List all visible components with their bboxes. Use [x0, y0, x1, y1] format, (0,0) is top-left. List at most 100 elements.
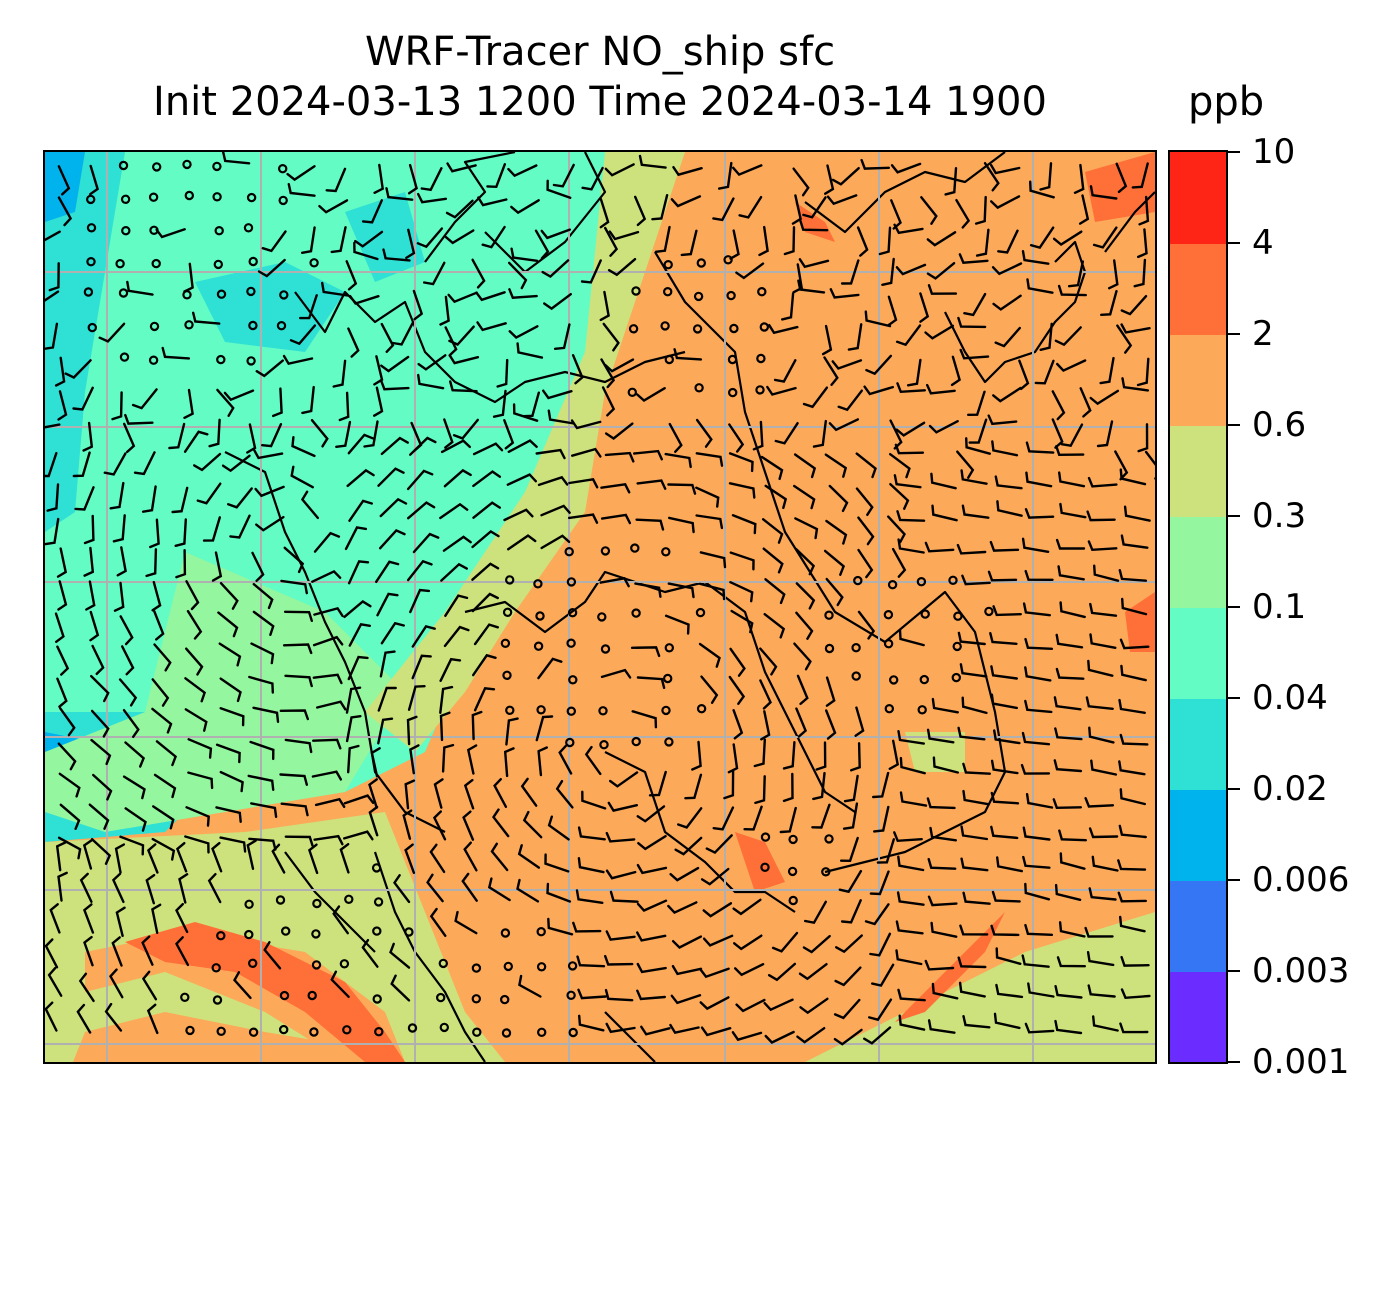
wind-barb: [439, 657, 462, 682]
wind-barb: [824, 164, 835, 195]
wind-barb: [1119, 638, 1150, 650]
wind-barb: [335, 420, 352, 448]
wind-barb: [153, 643, 172, 672]
wind-barb: [1051, 390, 1066, 421]
wind-barb: [133, 451, 156, 476]
wind-barb: [123, 422, 136, 454]
wind-barb: [571, 354, 584, 385]
wind-barb: [669, 866, 700, 882]
field-region-low-mid: [45, 552, 405, 832]
wind-barb: [506, 473, 537, 486]
wind-barb: [899, 756, 926, 775]
wind-barb: [1067, 260, 1084, 288]
wind-barb: [272, 387, 283, 418]
wind-barb: [834, 966, 862, 987]
wind-barb: [115, 906, 126, 937]
calm-circle: [311, 960, 322, 970]
wind-barb: [926, 797, 956, 810]
coastline-west-peninsula: [224, 451, 446, 833]
wind-barb: [1131, 162, 1149, 189]
wind-barb: [729, 551, 755, 571]
wind-barb: [186, 610, 203, 640]
wind-barb: [760, 455, 784, 481]
colorbar-tick-label: 0.003: [1252, 951, 1350, 991]
wind-barb: [216, 388, 235, 417]
wind-barb: [83, 935, 94, 967]
calm-circle: [436, 992, 446, 1003]
calm-circle: [787, 866, 798, 877]
wind-barb: [1024, 637, 1054, 650]
wind-barb: [763, 613, 786, 639]
wind-barb: [869, 870, 890, 896]
calm-circle: [693, 291, 704, 302]
wind-barb: [45, 452, 58, 478]
wind-barb: [471, 710, 483, 741]
colorbar-tick-mark: [1226, 151, 1240, 153]
wind-barb: [219, 770, 244, 793]
wind-barb: [346, 468, 375, 488]
wind-barb: [546, 179, 572, 199]
wind-barb: [928, 420, 959, 434]
wind-barb: [1054, 985, 1083, 999]
wind-barb: [1021, 537, 1050, 553]
wind-barb: [447, 291, 478, 304]
calm-circle: [883, 639, 894, 649]
wind-barb: [1024, 699, 1053, 714]
wind-barb: [990, 791, 1020, 805]
colorbar-bin-3: [1170, 698, 1226, 790]
wind-barb: [638, 154, 667, 169]
wind-barb: [927, 1019, 956, 1034]
wind-barb: [670, 195, 702, 208]
calm-circle: [663, 259, 673, 270]
wind-barb: [141, 485, 157, 513]
wind-barb: [792, 167, 810, 197]
wind-barb: [348, 622, 371, 647]
wind-barb: [347, 327, 360, 358]
wind-barb: [664, 614, 690, 635]
wind-barb: [57, 742, 77, 771]
wind-barb: [411, 654, 432, 680]
wind-barb: [540, 534, 571, 550]
calm-circle: [760, 862, 770, 873]
colorbar-tick-mark: [1226, 788, 1240, 790]
wind-barb: [103, 452, 127, 476]
wind-barb: [45, 517, 60, 546]
wind-barb: [1024, 1022, 1055, 1034]
wind-barb: [895, 324, 922, 347]
wind-barb: [146, 1003, 159, 1035]
wind-barb: [699, 551, 727, 569]
wind-barb: [699, 996, 730, 1011]
wind-barb: [48, 262, 60, 292]
wind-barb: [1058, 921, 1086, 938]
calm-circle: [917, 705, 927, 715]
wind-barb: [417, 192, 448, 204]
wind-barb: [604, 954, 634, 966]
wind-barb: [477, 196, 508, 207]
calm-circle: [149, 225, 159, 236]
wind-barb: [376, 592, 399, 617]
wind-barb: [960, 469, 988, 485]
wind-barb: [280, 579, 308, 595]
field-region-very-high-north: [795, 202, 835, 242]
calm-circle: [533, 579, 543, 589]
wind-barb: [145, 873, 156, 905]
wind-barb: [325, 167, 347, 193]
wind-barb: [409, 436, 437, 456]
wind-barb: [991, 440, 1019, 457]
wind-barb: [607, 801, 638, 812]
wind-barb: [377, 467, 405, 487]
wind-barb: [211, 551, 223, 582]
wind-barb: [992, 605, 1022, 617]
wind-barb: [636, 387, 666, 402]
wind-barb: [1058, 471, 1086, 488]
wind-barb: [446, 162, 477, 173]
wind-barb: [572, 921, 602, 933]
wind-barb: [1087, 540, 1118, 552]
calm-circle: [121, 225, 131, 236]
wind-barb: [227, 487, 253, 509]
wind-barb: [442, 535, 472, 552]
colorbar-tick-mark: [1226, 515, 1240, 517]
wind-barb: [1022, 826, 1051, 841]
calm-circle: [502, 670, 512, 681]
wind-barb: [187, 738, 213, 759]
